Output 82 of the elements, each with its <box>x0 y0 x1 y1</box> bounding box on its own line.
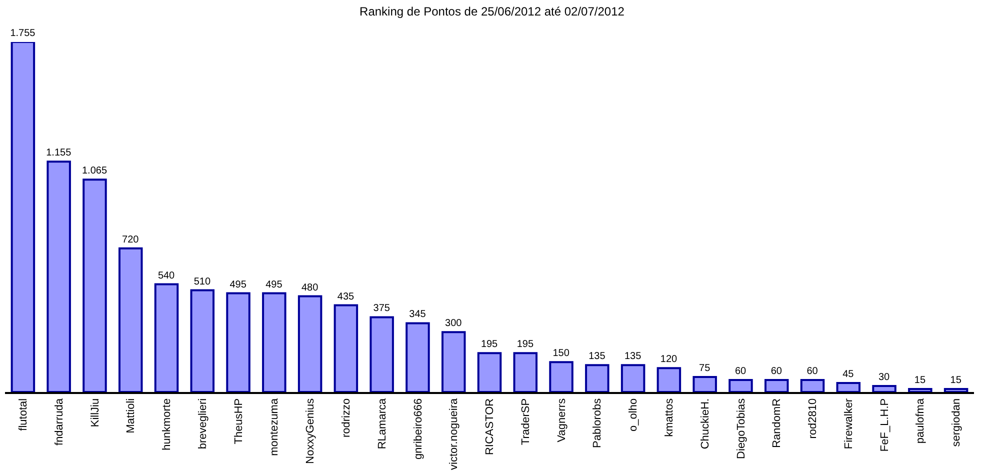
bar <box>334 304 358 392</box>
x-tick-label: Vagnerrs <box>556 398 568 442</box>
bar <box>118 247 143 392</box>
bar <box>226 292 250 392</box>
data-label: 495 <box>266 279 283 290</box>
data-label: 75 <box>699 363 711 374</box>
x-tick-label: victor.nogueira <box>448 398 460 470</box>
x-tick-label: kmattos <box>664 398 676 437</box>
x-tick-label: o_olho <box>628 398 640 432</box>
data-label: 45 <box>842 369 854 380</box>
data-label: 120 <box>660 354 678 366</box>
data-label: 480 <box>301 282 319 294</box>
data-label: 345 <box>409 309 426 320</box>
data-label: 540 <box>158 270 176 282</box>
bar <box>944 388 968 392</box>
bar <box>82 178 107 392</box>
bar <box>406 322 430 392</box>
x-tick-label: TheusHP <box>232 398 245 444</box>
bar <box>441 331 466 392</box>
data-label: 1.155 <box>46 148 72 159</box>
data-label: 510 <box>194 276 211 288</box>
bar <box>872 385 896 392</box>
x-tick-label: sergiodan <box>950 398 963 447</box>
data-label: 135 <box>588 351 606 362</box>
data-label: 1.065 <box>82 166 108 177</box>
x-tick-label: breveglieri <box>196 398 209 450</box>
data-label: 60 <box>770 366 782 378</box>
bar <box>800 379 825 392</box>
bar <box>836 382 861 392</box>
x-tick-label: paulofma <box>914 398 927 444</box>
x-tick-label: ChuckieH. <box>699 398 712 450</box>
bar <box>190 289 215 392</box>
bar <box>298 295 322 392</box>
x-tick-label: rod2810 <box>807 398 820 439</box>
data-label: 720 <box>122 234 140 246</box>
bar <box>154 283 179 392</box>
chart-title: Ranking de Pontos de 25/06/2012 até 02/07/2012 <box>360 4 625 18</box>
x-tick-label: RLamarca <box>376 398 388 450</box>
x-tick-label: RandomR <box>771 398 784 448</box>
data-label: 30 <box>878 372 890 384</box>
data-label: 15 <box>914 375 926 386</box>
x-tick-label: montezuma <box>268 398 281 456</box>
x-tick-label: rodrizzo <box>340 398 353 438</box>
bar <box>620 364 646 392</box>
bar <box>46 160 71 392</box>
bar <box>549 361 574 392</box>
data-label: 195 <box>516 339 534 350</box>
x-tick-label: hunkmorte <box>161 398 174 450</box>
x-tick-label: NoxxyGenius <box>304 398 317 464</box>
x-tick-label: Pablorobs <box>592 398 604 448</box>
x-tick-label: gnribeiro666 <box>412 398 424 460</box>
data-label: 1.755 <box>10 28 36 39</box>
data-label: 135 <box>624 351 642 362</box>
data-label: 60 <box>806 366 818 378</box>
data-label: 195 <box>480 339 498 350</box>
x-tick-label: fndarruda <box>53 398 66 446</box>
bar <box>262 292 286 392</box>
bar <box>10 42 36 392</box>
data-label: 375 <box>373 303 390 314</box>
bar <box>656 367 682 392</box>
x-tick-label: RICASTOR <box>484 398 496 456</box>
x-tick-label: FeF_L.H.P <box>878 398 891 452</box>
x-tick-label: KillJiu <box>89 398 102 428</box>
bar <box>513 352 538 392</box>
data-label: 15 <box>950 375 962 386</box>
x-tick-label: flutotal <box>18 398 30 431</box>
data-label: 60 <box>734 366 747 378</box>
x-tick-label: TraderSP <box>520 398 532 446</box>
bar <box>370 316 394 392</box>
data-label: 495 <box>230 279 247 290</box>
bar <box>477 352 502 392</box>
x-tick-label: Mattioli <box>125 398 138 434</box>
bar <box>908 388 932 392</box>
x-tick-label: Firewalker <box>842 398 855 450</box>
bar <box>692 376 717 392</box>
data-label: 150 <box>552 348 570 360</box>
data-label: 300 <box>445 318 462 330</box>
data-label: 435 <box>337 291 355 302</box>
bar <box>764 379 789 392</box>
bar <box>728 379 753 392</box>
x-tick-label: DiegoTobias <box>735 398 748 459</box>
bar <box>585 364 610 392</box>
